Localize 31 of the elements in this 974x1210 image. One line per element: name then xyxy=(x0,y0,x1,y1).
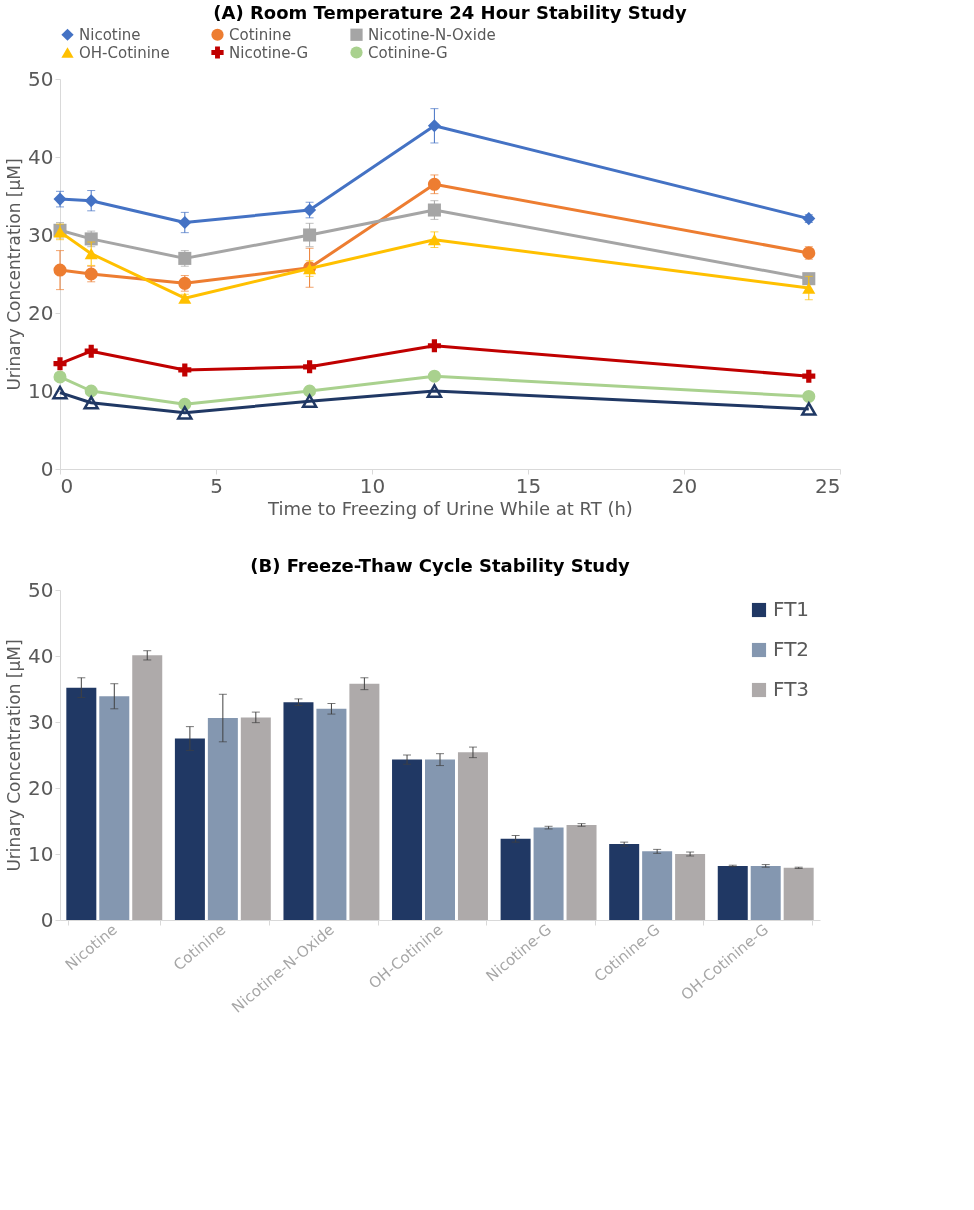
y-tick-label: 50 xyxy=(28,66,54,91)
legend-label: OH-Cotinine xyxy=(79,43,170,62)
y-tick-label: 20 xyxy=(28,775,54,800)
x-tick-label: 15 xyxy=(515,473,542,498)
y-tick-label: 40 xyxy=(28,144,54,169)
y-tick-label: 30 xyxy=(28,222,54,247)
legend-label: Nicotine-G xyxy=(229,43,309,62)
y-tick-label: 50 xyxy=(28,577,54,602)
x-axis-title: Time to Freezing of Urine While at RT (h) xyxy=(267,497,633,519)
legend-label: FT3 xyxy=(773,677,810,701)
x-tick-label: 25 xyxy=(815,473,841,498)
legend-label: Nicotine-N-Oxide xyxy=(368,25,496,44)
chart-title: (A) Room Temperature 24 Hour Stability Study xyxy=(213,2,687,23)
y-tick-label: 40 xyxy=(28,643,54,668)
chart-title: (B) Freeze-Thaw Cycle Stability Study xyxy=(250,555,631,576)
y-tick-label: 20 xyxy=(28,300,54,325)
x-tick-label: 5 xyxy=(210,473,223,498)
x-tick-label: 0 xyxy=(60,473,74,498)
x-tick-label: 10 xyxy=(359,473,386,498)
y-tick-label: 10 xyxy=(28,378,54,403)
y-axis-title: Urinary Concentration [μM] xyxy=(4,639,25,872)
legend-label: Cotinine-G xyxy=(368,43,448,62)
legend-label: FT1 xyxy=(773,597,810,621)
legend-label: Cotinine xyxy=(229,25,292,44)
y-tick-label: 0 xyxy=(40,456,54,481)
y-tick-label: 30 xyxy=(28,709,54,734)
legend-label: Nicotine xyxy=(79,25,141,44)
y-axis-title: Urinary Concentration [μM] xyxy=(4,158,25,391)
legend-label: FT2 xyxy=(773,637,810,661)
y-tick-label: 10 xyxy=(28,841,54,866)
x-tick-label: 20 xyxy=(671,473,698,498)
